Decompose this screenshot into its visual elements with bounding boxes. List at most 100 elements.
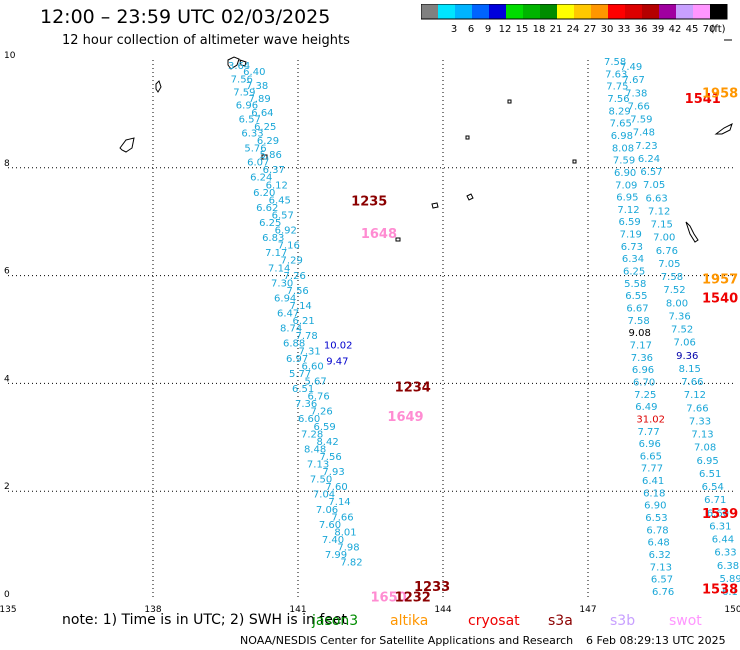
- west-track-value: 7.99: [325, 550, 347, 561]
- west-track-value: 7.82: [340, 558, 362, 569]
- west-track-value: 6.24: [250, 173, 272, 184]
- lat-tick-label: 0: [4, 590, 10, 600]
- east-track-b-value: 7.52: [663, 285, 685, 296]
- west-track-value: 7.26: [310, 407, 332, 418]
- colorbar-swatch: [710, 4, 727, 19]
- east-track-a-value: 6.48: [648, 538, 670, 549]
- west-track-value: 7.14: [290, 301, 312, 312]
- colorbar-tick-label: 12: [499, 24, 512, 35]
- east-track-b-value: 7.66: [628, 101, 650, 112]
- page-subtitle: 12 hour collection of altimeter wave hei…: [62, 33, 350, 48]
- east-track-a-value: 6.95: [616, 193, 638, 204]
- west-track-value: 6.76: [307, 392, 329, 403]
- lat-tick-label: 8: [4, 159, 10, 169]
- east-track-b-value: 6.33: [714, 548, 736, 559]
- east-track-a-value: 6.55: [625, 291, 647, 302]
- west-track-value: 7.98: [337, 542, 359, 553]
- coastline: [507, 99, 512, 104]
- satellite-legend-jason3: jason3: [312, 613, 359, 629]
- west-track-value: 6.60: [301, 361, 323, 372]
- west-track-value: 6.21: [293, 316, 315, 327]
- east-track-a-value: 7.09: [615, 180, 637, 191]
- west-track-value: 6.25: [259, 218, 281, 229]
- colorbar-tick-label: 27: [584, 24, 597, 35]
- pass-time-label: 1957: [702, 273, 738, 288]
- west-track-value: 8.48: [304, 444, 326, 455]
- west-track-value: 7.56: [319, 452, 341, 463]
- west-track-value: 7.06: [316, 505, 338, 516]
- west-track-value: 6.07: [247, 158, 269, 169]
- colorbar-swatch: [676, 4, 693, 19]
- coastline: [155, 80, 162, 93]
- west-track-value: 6.88: [283, 339, 305, 350]
- satellite-legend-swot: swot: [669, 613, 702, 629]
- east-track-a-value: 6.25: [623, 267, 645, 278]
- west-track-value: 5.86: [260, 150, 282, 161]
- west-track-value: 7.50: [310, 475, 332, 486]
- east-track-a-value: 6.67: [626, 304, 648, 315]
- footer-org: NOAA/NESDIS Center for Satellite Applica…: [240, 634, 574, 647]
- west-track-value: 7.17: [265, 248, 287, 259]
- lat-tick-label: 6: [4, 267, 10, 277]
- east-track-b-value: 7.12: [684, 390, 706, 401]
- coastline: [261, 154, 268, 160]
- east-track-a-value: 7.77: [637, 427, 659, 438]
- west-track-value: 7.89: [249, 94, 271, 105]
- satellite-legend-altika: altika: [390, 613, 429, 629]
- coastline: [714, 123, 733, 135]
- east-track-b-value: 6.38: [717, 561, 739, 572]
- colorbar-tick-label: 39: [652, 24, 665, 35]
- east-track-a-value: 6.57: [651, 575, 673, 586]
- colorbar-tick-label: 36: [635, 24, 648, 35]
- west-track-value: 7.31: [299, 346, 321, 357]
- coastline: [431, 202, 439, 209]
- lon-tick-label: 144: [434, 605, 451, 615]
- east-track-b-value: 7.06: [674, 338, 696, 349]
- east-track-a-value: 6.65: [640, 451, 662, 462]
- east-track-b-value: 7.67: [623, 75, 645, 86]
- east-track-a-value: 7.63: [605, 69, 627, 80]
- west-track-value: 7.66: [331, 512, 353, 523]
- east-track-a-value: 7.36: [631, 353, 653, 364]
- east-track-a-value: 6.73: [621, 242, 643, 253]
- east-track-b-value: 7.15: [651, 220, 673, 231]
- colorbar-swatch: [489, 4, 506, 19]
- east-track-a-value: 6.90: [644, 501, 666, 512]
- west-track-value: 6.97: [286, 354, 308, 365]
- east-track-a-value: 8.29: [608, 106, 630, 117]
- colorbar-tick-label: 6: [468, 24, 474, 35]
- east-track-a-value: 6.34: [622, 254, 644, 265]
- colorbar-swatch: [438, 4, 455, 19]
- west-track-highlight: 9.47: [326, 357, 348, 368]
- east-track-a-value: 6.59: [619, 217, 641, 228]
- east-track-a-value: 7.59: [613, 156, 635, 167]
- east-track-b-value: 6.95: [697, 456, 719, 467]
- satellite-legend-s3a: s3a: [548, 613, 573, 629]
- east-track-b-value: 7.66: [686, 403, 708, 414]
- lon-tick-label: 138: [144, 605, 161, 615]
- west-track-value: 8.42: [316, 437, 338, 448]
- west-track-value: 6.37: [263, 165, 285, 176]
- west-track-value: 6.57: [272, 210, 294, 221]
- east-track-b-value: 6.31: [709, 521, 731, 532]
- west-track-value: 7.29: [281, 256, 303, 267]
- west-track-value: 6.20: [253, 188, 275, 199]
- east-track-a-value: 7.58: [604, 57, 626, 68]
- east-track-b-value: 7.66: [681, 377, 703, 388]
- east-track-b-value: 7.08: [694, 443, 716, 454]
- east-track-a-value: 6.98: [611, 131, 633, 142]
- east-track-a-value: 6.96: [632, 365, 654, 376]
- coastline: [465, 135, 470, 140]
- east-track-a-value: 7.58: [627, 316, 649, 327]
- west-track-value: 6.57: [239, 115, 261, 126]
- east-track-b-value: 6.24: [638, 154, 660, 165]
- footer-timestamp: 6 Feb 08:29:13 UTC 2025: [586, 634, 726, 647]
- east-track-a-value: 6.90: [614, 168, 636, 179]
- west-track-value: 7.14: [268, 263, 290, 274]
- colorbar-tick-label: 15: [516, 24, 529, 35]
- west-track-value: 8.01: [334, 527, 356, 538]
- east-track-a-value: 7.65: [610, 119, 632, 130]
- pass-time-label: 1540: [702, 292, 738, 307]
- west-track-value: 6.51: [292, 384, 314, 395]
